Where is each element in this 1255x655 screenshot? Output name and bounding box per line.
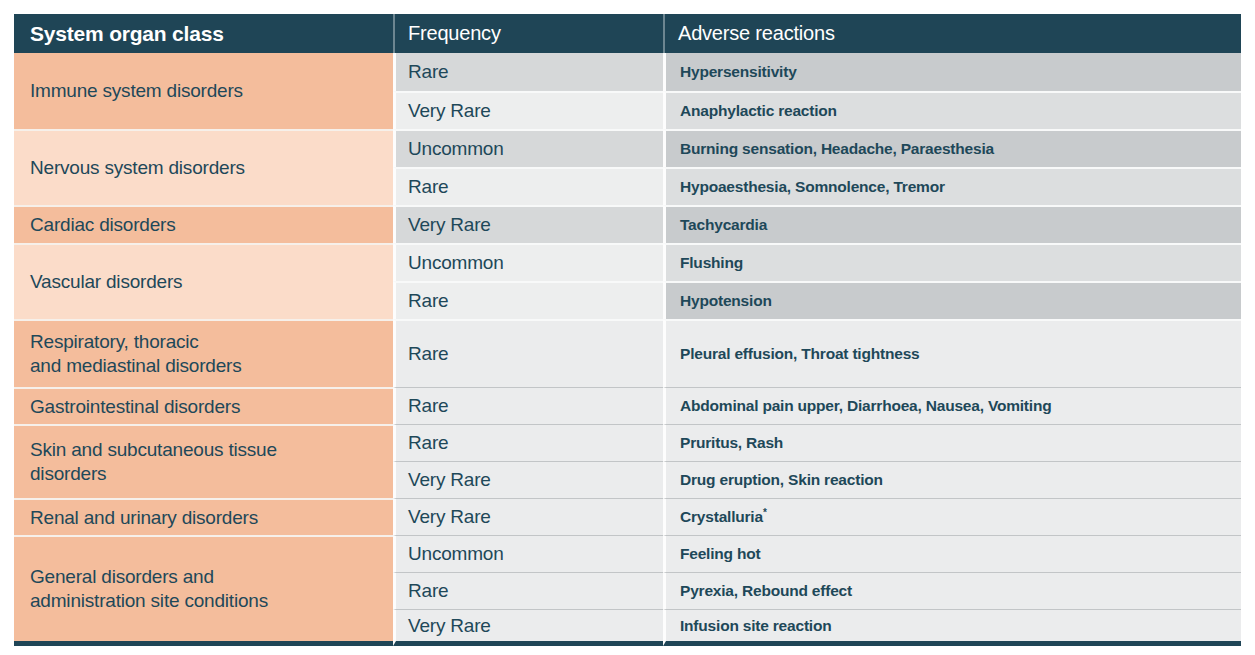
table-row: General disorders and administration sit… xyxy=(14,535,1241,572)
frequency-cell: Very Rare xyxy=(393,609,663,646)
table-row: Vascular disorders Uncommon Flushing xyxy=(14,243,1241,281)
table-row: Nervous system disorders Uncommon Burnin… xyxy=(14,129,1241,167)
adverse-text: Crystalluria xyxy=(680,509,763,526)
adverse-cell: Pruritus, Rash xyxy=(663,424,1241,461)
frequency-cell: Very Rare xyxy=(393,461,663,498)
footnote-marker: * xyxy=(763,507,767,518)
organ-cell-immune: Immune system disorders xyxy=(14,53,393,129)
page: System organ class Frequency Adverse rea… xyxy=(0,0,1255,655)
frequency-cell: Uncommon xyxy=(393,535,663,572)
adverse-cell: Hypersensitivity xyxy=(663,53,1241,91)
adverse-cell: Crystalluria* xyxy=(663,498,1241,535)
adverse-cell: Pleural effusion, Throat tightness xyxy=(663,319,1241,387)
frequency-cell: Rare xyxy=(393,281,663,319)
frequency-cell: Rare xyxy=(393,387,663,424)
frequency-cell: Rare xyxy=(393,424,663,461)
frequency-cell: Rare xyxy=(393,572,663,609)
table-row: Skin and subcutaneous tissue disorders R… xyxy=(14,424,1241,461)
adverse-cell: Hypotension xyxy=(663,281,1241,319)
adverse-reactions-table: System organ class Frequency Adverse rea… xyxy=(14,14,1241,646)
table-row: Cardiac disorders Very Rare Tachycardia xyxy=(14,205,1241,243)
organ-cell-gastrointestinal: Gastrointestinal disorders xyxy=(14,387,393,424)
adverse-cell: Abdominal pain upper, Diarrhoea, Nausea,… xyxy=(663,387,1241,424)
organ-cell-nervous: Nervous system disorders xyxy=(14,129,393,205)
organ-cell-vascular: Vascular disorders xyxy=(14,243,393,319)
adverse-cell: Flushing xyxy=(663,243,1241,281)
frequency-cell: Very Rare xyxy=(393,205,663,243)
frequency-cell: Very Rare xyxy=(393,91,663,129)
organ-cell-respiratory: Respiratory, thoracic and mediastinal di… xyxy=(14,319,393,387)
organ-cell-skin: Skin and subcutaneous tissue disorders xyxy=(14,424,393,498)
adverse-cell: Feeling hot xyxy=(663,535,1241,572)
system-organ-class-header: System organ class xyxy=(14,14,393,53)
frequency-cell: Rare xyxy=(393,53,663,91)
adverse-cell: Pyrexia, Rebound effect xyxy=(663,572,1241,609)
table-row: Immune system disorders Rare Hypersensit… xyxy=(14,53,1241,91)
adverse-cell: Drug eruption, Skin reaction xyxy=(663,461,1241,498)
frequency-cell: Uncommon xyxy=(393,243,663,281)
frequency-cell: Uncommon xyxy=(393,129,663,167)
adverse-cell: Infusion site reaction xyxy=(663,609,1241,646)
table-row: Respiratory, thoracic and mediastinal di… xyxy=(14,319,1241,387)
organ-cell-renal: Renal and urinary disorders xyxy=(14,498,393,535)
frequency-cell: Rare xyxy=(393,167,663,205)
table-row: Renal and urinary disorders Very Rare Cr… xyxy=(14,498,1241,535)
organ-cell-cardiac: Cardiac disorders xyxy=(14,205,393,243)
header-row: System organ class Frequency Adverse rea… xyxy=(14,14,1241,53)
frequency-header: Frequency xyxy=(393,14,663,53)
organ-cell-general: General disorders and administration sit… xyxy=(14,535,393,646)
frequency-cell: Very Rare xyxy=(393,498,663,535)
frequency-cell: Rare xyxy=(393,319,663,387)
adverse-cell: Tachycardia xyxy=(663,205,1241,243)
adverse-cell: Burning sensation, Headache, Paraesthesi… xyxy=(663,129,1241,167)
adverse-cell: Anaphylactic reaction xyxy=(663,91,1241,129)
table-row: Gastrointestinal disorders Rare Abdomina… xyxy=(14,387,1241,424)
adverse-reactions-header: Adverse reactions xyxy=(663,14,1241,53)
adverse-cell: Hypoaesthesia, Somnolence, Tremor xyxy=(663,167,1241,205)
